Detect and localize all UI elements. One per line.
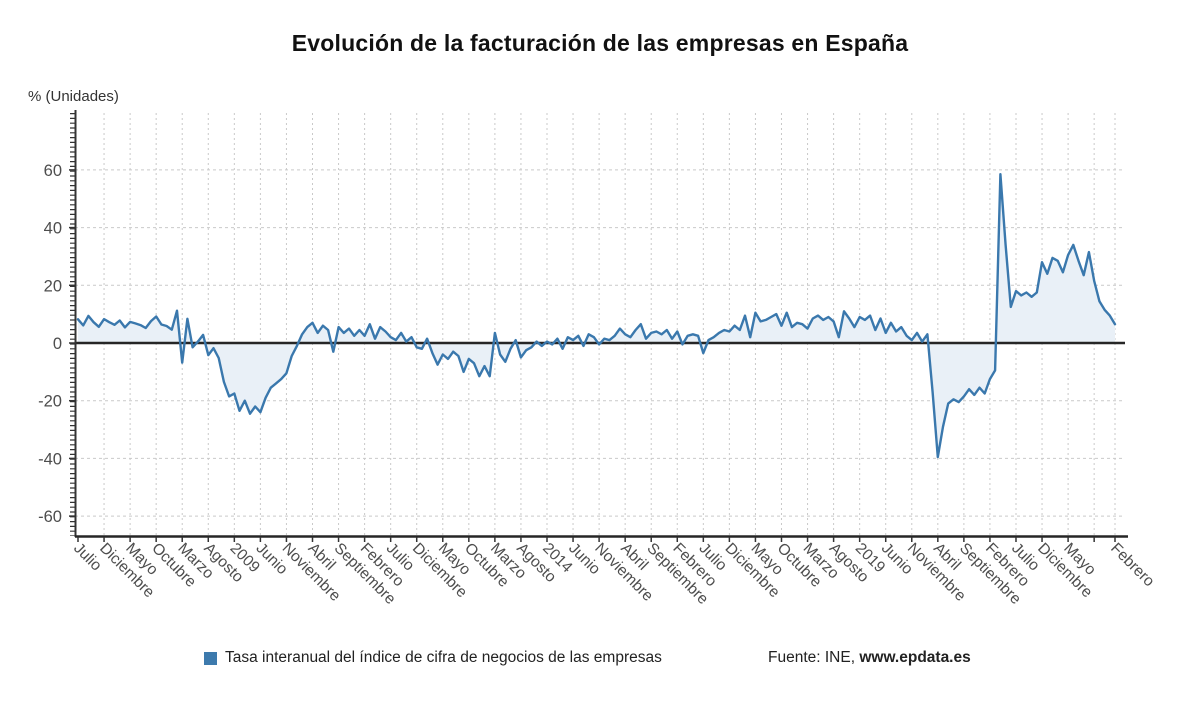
source-prefix: Fuente: INE, [768, 649, 860, 666]
source-site: www.epdata.es [859, 649, 971, 666]
page-title: Evolución de la facturación de las empre… [291, 30, 909, 56]
y-tick-label: -20 [38, 393, 62, 411]
y-tick-label: 20 [44, 277, 62, 295]
source-note: Fuente: INE, www.epdata.es [768, 649, 971, 667]
y-tick-label: 60 [44, 162, 62, 180]
legend-item: Tasa interanual del índice de cifra de n… [204, 649, 662, 667]
y-tick-label: 0 [53, 335, 62, 353]
x-tick-label: Febrero [1107, 540, 1157, 590]
legend-series-label: Tasa interanual del índice de cifra de n… [225, 649, 662, 666]
legend-swatch-icon [204, 651, 217, 665]
y-axis-unit-label: % (Unidades) [28, 88, 119, 105]
y-tick-label: -40 [38, 450, 62, 468]
x-tick-label: Julio [70, 540, 105, 575]
line-chart: 6040200-20-40-60JulioDiciembreMayoOctubr… [38, 110, 1158, 608]
y-tick-label: 40 [44, 220, 62, 238]
y-tick-label: -60 [38, 508, 62, 526]
